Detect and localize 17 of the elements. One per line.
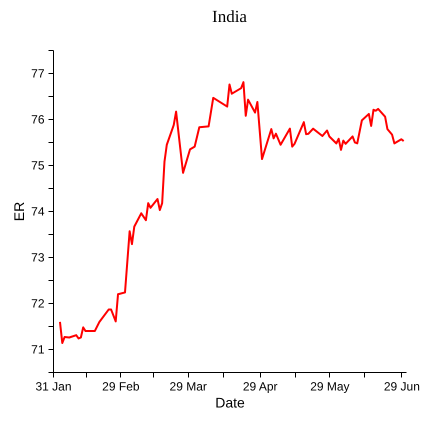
y-tick-label: 72 xyxy=(31,296,45,310)
y-axis-title: ER xyxy=(11,202,28,222)
y-tick-label: 77 xyxy=(31,66,45,80)
y-tick-label: 73 xyxy=(31,250,45,264)
y-tick-label: 75 xyxy=(31,158,45,172)
y-tick-label: 76 xyxy=(31,112,45,126)
x-tick-label: 29 Jun xyxy=(384,380,420,394)
y-tick-label: 71 xyxy=(31,342,45,356)
x-tick-label: 29 Apr xyxy=(242,380,278,394)
x-tick-label: 31 Jan xyxy=(35,380,72,394)
y-tick-label: 74 xyxy=(31,204,45,218)
x-tick-label: 29 Mar xyxy=(170,380,207,394)
x-tick-label: 29 May xyxy=(310,380,350,394)
chart-title: India xyxy=(212,7,248,26)
x-axis-title: Date xyxy=(215,394,245,410)
line-series xyxy=(58,81,405,344)
x-tick-label: 29 Feb xyxy=(102,380,140,394)
